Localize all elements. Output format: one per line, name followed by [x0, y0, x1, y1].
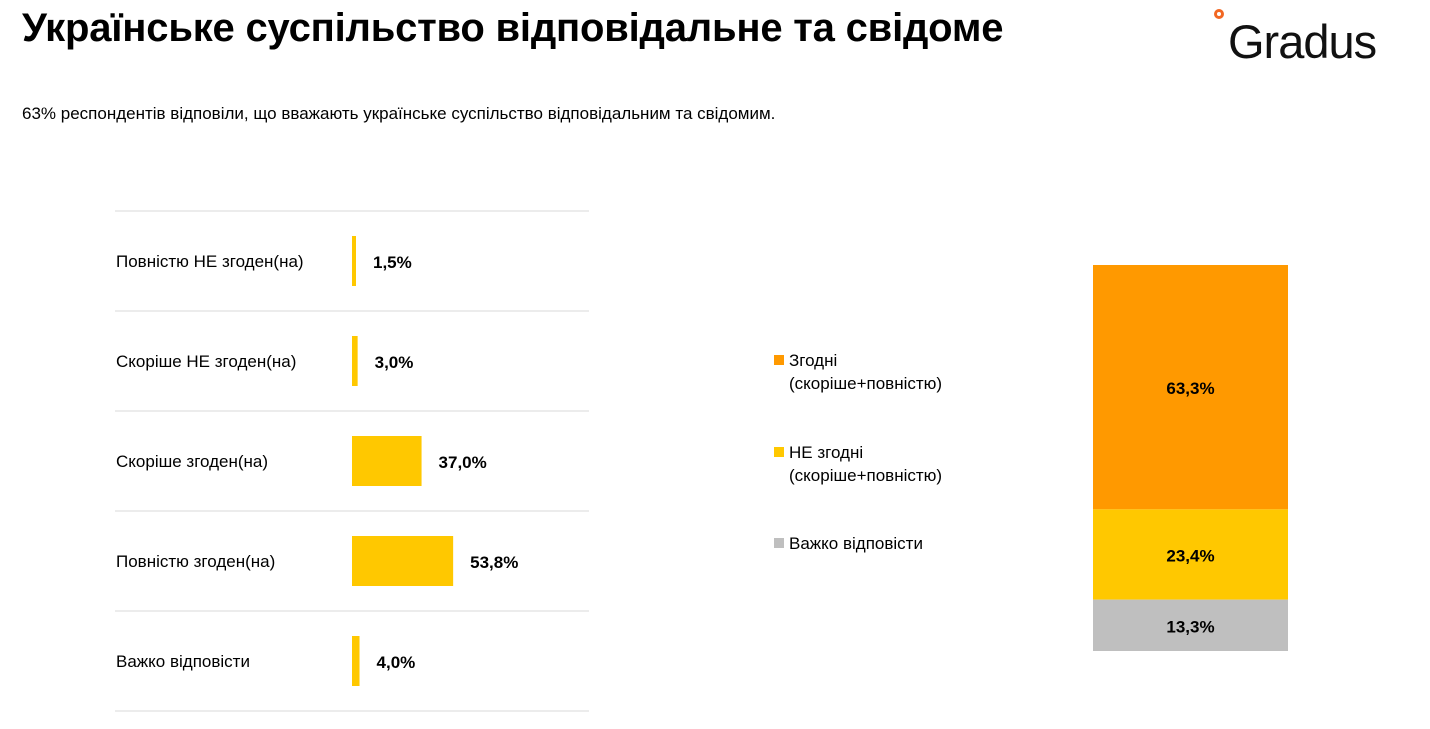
page-subtitle: 63% респондентів відповіли, що вважають …: [22, 104, 776, 123]
segment-label: 13,3%: [1166, 617, 1214, 636]
category-label: Важко відповісти: [116, 652, 250, 671]
value-label: 3,0%: [375, 353, 414, 372]
legend-label: Згодні (скоріше+повністю): [789, 351, 943, 393]
legend-swatch: [774, 538, 784, 548]
legend-label: Важко відповісти: [789, 534, 923, 553]
category-label: Скоріше НЕ згоден(на): [116, 352, 296, 371]
answer-bar: [352, 436, 422, 486]
stack-segment: [1093, 599, 1288, 651]
category-label: Скоріше згоден(на): [116, 452, 268, 471]
legend-swatch: [774, 447, 784, 457]
segment-label: 23,4%: [1166, 547, 1214, 566]
value-label: 1,5%: [373, 253, 412, 272]
gradus-logo: Gradus: [1212, 6, 1422, 70]
stack-segment: [1093, 265, 1288, 510]
segment-label: 63,3%: [1166, 379, 1214, 398]
value-label: 4,0%: [377, 653, 416, 672]
category-label: Повністю НЕ згоден(на): [116, 252, 304, 271]
logo-text: Gradus: [1228, 15, 1377, 68]
value-label: 37,0%: [439, 453, 487, 472]
answers-bar-chart: Повністю НЕ згоден(на) 1,5% Скоріше НЕ зго…: [115, 210, 589, 712]
page-title: Українське суспільство відповідальне та …: [22, 6, 1004, 50]
answer-bar: [352, 536, 454, 586]
answer-bar: [352, 336, 358, 386]
legend-swatch: [774, 355, 784, 365]
legend-label: НЕ згодні (скоріше+повністю): [789, 443, 943, 485]
stack-segment: [1093, 509, 1288, 600]
logo-ring-icon: [1214, 9, 1224, 19]
category-label: Повністю згоден(на): [116, 552, 275, 571]
answer-bar: [352, 236, 356, 286]
value-label: 53,8%: [470, 553, 518, 572]
answer-bar: [352, 636, 360, 686]
